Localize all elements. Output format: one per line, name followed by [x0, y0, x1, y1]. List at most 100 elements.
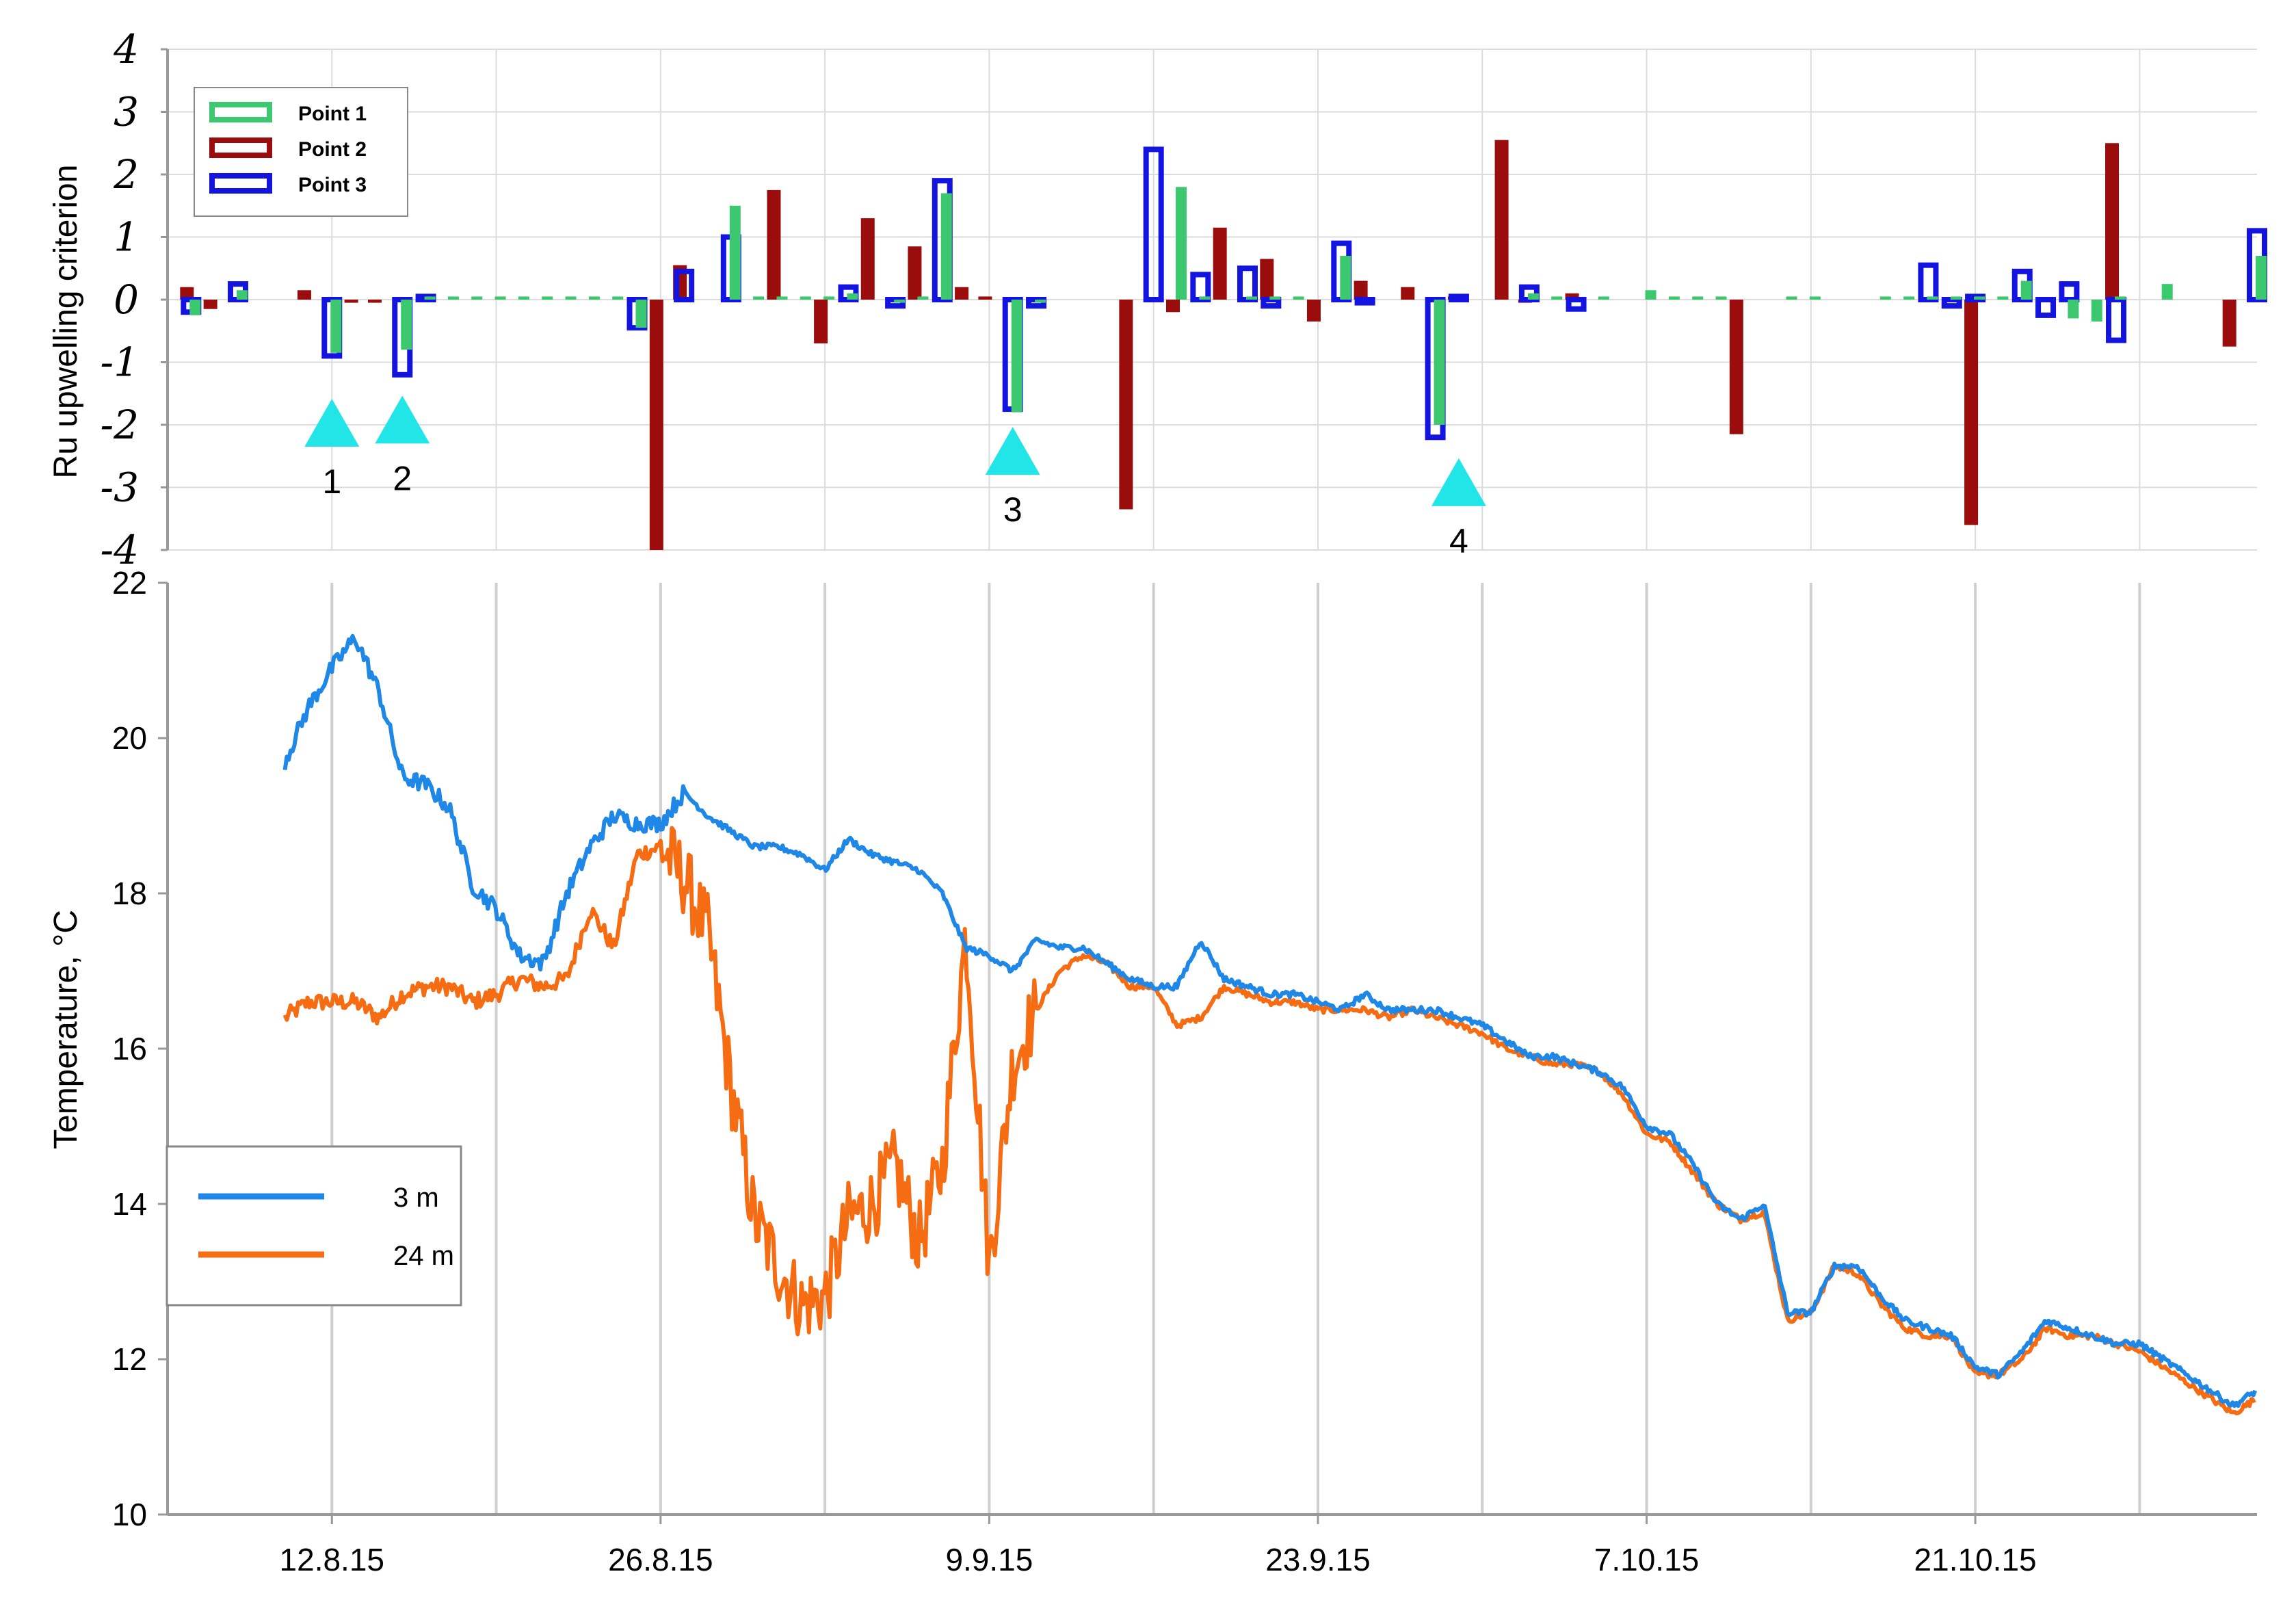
bar-point-2	[203, 300, 217, 309]
bar-point-1	[1551, 296, 1563, 300]
upwelling-y-tick-label: -4	[101, 527, 140, 573]
bar-point-2	[1565, 293, 1579, 300]
bar-point-1	[1199, 296, 1211, 300]
bar-point-1	[800, 296, 811, 300]
upwelling-y-tick-label: -1	[101, 339, 140, 386]
temperature-x-tick-label: 7.10.15	[1594, 1542, 1699, 1577]
temperature-legend: 3 m 24 m	[166, 1145, 462, 1307]
bar-point-1	[2161, 284, 2173, 300]
upwelling-y-tick-label: 4	[113, 26, 139, 73]
bar-point-2	[1166, 300, 1180, 313]
upwelling-event-markers: 1 2 3 4	[304, 395, 1486, 560]
event-marker-triangle	[375, 395, 430, 444]
legend-label-point-2: Point 2	[298, 138, 367, 161]
temperature-x-tick-label: 21.10.15	[1914, 1542, 2037, 1577]
bar-point-2	[1119, 300, 1133, 510]
bar-point-2	[1306, 300, 1321, 322]
upwelling-y-tick-label: -3	[101, 464, 140, 511]
bar-point-3	[1190, 272, 1211, 302]
bar-point-1	[330, 300, 342, 353]
bar-point-1	[1903, 296, 1915, 300]
line-3m	[282, 633, 2258, 1408]
bar-point-1	[1598, 296, 1609, 300]
legend-label-point-1: Point 1	[298, 103, 367, 125]
event-marker-triangle	[1431, 458, 1486, 506]
bar-point-1	[2256, 255, 2267, 300]
temperature-x-tick-label: 23.9.15	[1265, 1542, 1370, 1577]
bar-point-1	[1809, 296, 1821, 300]
bar-point-2	[2222, 300, 2236, 347]
event-marker-triangle	[304, 399, 360, 447]
bar-point-1	[823, 296, 835, 300]
bar-point-2	[1964, 300, 1979, 525]
bar-point-1	[1974, 296, 1985, 300]
bar-point-3	[2059, 281, 2080, 302]
bar-point-1	[940, 193, 952, 300]
temperature-y-tick-label: 14	[112, 1186, 147, 1222]
bar-point-1	[1176, 187, 1187, 300]
bar-point-1	[588, 296, 600, 300]
bar-point-1	[471, 296, 483, 300]
upwelling-y-tick-label: 1	[114, 214, 139, 261]
bar-point-1	[1035, 300, 1046, 303]
line-24m	[282, 826, 2256, 1415]
event-marker-label: 4	[1449, 522, 1468, 560]
bar-point-3	[1918, 262, 1939, 302]
bar-point-1	[1434, 300, 1445, 425]
bar-point-2	[908, 246, 922, 300]
bar-point-3	[1354, 297, 1375, 306]
bar-point-1	[1269, 296, 1281, 300]
bar-point-2	[649, 300, 663, 550]
bar-point-1	[2115, 296, 2126, 300]
upwelling-bars	[180, 140, 2267, 550]
bar-point-2	[860, 218, 875, 300]
bar-point-2	[2105, 143, 2120, 300]
temperature-y-tick-label: 22	[112, 565, 147, 601]
bar-point-1	[847, 293, 858, 300]
temperature-y-tick-label: 10	[112, 1497, 147, 1532]
bar-point-1	[2068, 300, 2079, 319]
bar-point-1	[1786, 296, 1797, 300]
upwelling-axes: 4 3 2 1 0 -1 -2 -3 -4	[101, 26, 169, 573]
upwelling-legend: Point 1 Point 2 Point 3	[194, 87, 408, 217]
temperature-axes: 10 12 14 16 18 20 22 12.8.15 26.8.15 9.9.15 23.9.1…	[112, 565, 2257, 1577]
bar-point-3	[1566, 297, 1587, 312]
bar-point-1	[494, 296, 506, 300]
bar-point-2	[1494, 140, 1509, 300]
bar-point-1	[424, 296, 436, 300]
bar-point-1	[1645, 290, 1657, 300]
upwelling-y-tick-label: -2	[101, 402, 140, 448]
bar-point-1	[729, 205, 741, 300]
bar-point-1	[894, 300, 906, 303]
bar-point-1	[2020, 280, 2032, 300]
temperature-y-tick-label: 12	[112, 1341, 147, 1377]
bar-point-1	[236, 290, 248, 300]
bar-point-2	[1729, 300, 1743, 434]
bar-point-1	[401, 300, 412, 350]
bar-point-1	[2091, 300, 2102, 322]
temperature-lines	[282, 633, 2258, 1415]
bar-point-2	[1401, 287, 1415, 300]
temperature-y-tick-label: 18	[112, 876, 147, 911]
bar-point-1	[1340, 255, 1351, 300]
bar-point-3	[1237, 265, 1258, 302]
bar-point-1	[189, 300, 201, 315]
temperature-x-tick-label: 26.8.15	[608, 1542, 713, 1577]
bar-point-1	[635, 300, 647, 328]
bar-point-1	[447, 296, 459, 300]
bar-point-1	[1715, 296, 1727, 300]
bar-point-2	[978, 296, 992, 300]
temperature-y-tick-label: 16	[112, 1031, 147, 1066]
legend-swatch-point-3	[209, 173, 272, 194]
upwelling-ylabel: Ru upwelling criterion	[48, 165, 84, 479]
bar-point-1	[753, 296, 765, 300]
temperature-y-tick-label: 20	[112, 720, 147, 756]
bar-point-1	[1293, 296, 1304, 300]
upwelling-y-tick-label: 2	[113, 151, 139, 198]
bar-point-2	[767, 189, 781, 300]
bar-point-2	[1354, 280, 1368, 300]
bar-point-3	[1261, 297, 1282, 309]
bar-point-3	[2035, 297, 2057, 318]
upwelling-grid	[167, 49, 2257, 551]
bar-point-3	[2106, 297, 2127, 343]
